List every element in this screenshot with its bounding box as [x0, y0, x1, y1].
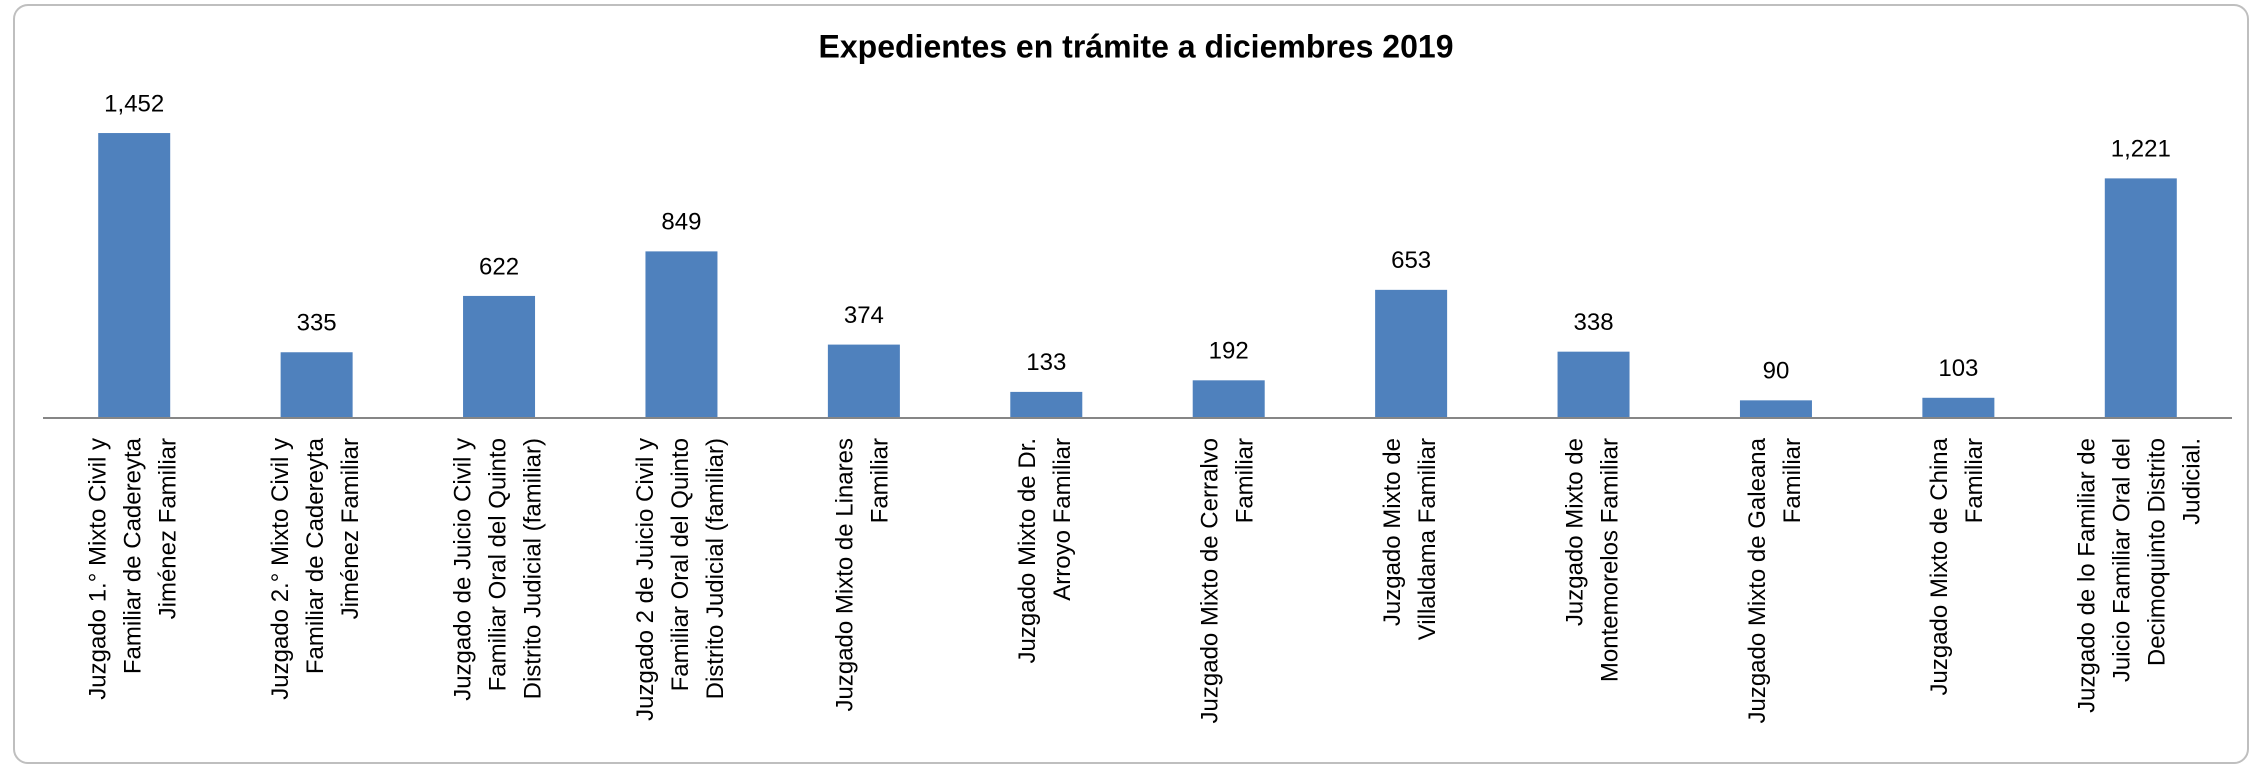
x-tick-label: Juzgado Mixto de Villaldama Familiar	[1379, 438, 1441, 640]
x-tick-label-line: Juicio Familiar Oral del	[2109, 438, 2136, 682]
x-tick-label-line: Juzgado Mixto de China	[1926, 437, 1953, 695]
x-tick-label: Juzgado Mixto de Dr. Arroyo Familiar	[1014, 438, 1076, 663]
x-tick-label: Juzgado Mixto de China Familiar	[1926, 437, 1988, 695]
x-tick-label-line: Juzgado Mixto de	[1561, 438, 1588, 626]
x-tick-label: Juzgado Mixto de Cerralvo Familiar	[1197, 438, 1259, 723]
x-tick-label-line: Juzgado Mixto de	[1379, 438, 1406, 626]
data-label: 653	[1391, 247, 1431, 274]
bar	[1010, 391, 1083, 418]
bar	[1375, 289, 1448, 418]
chart-title: Expedientes en trámite a diciembres 2019	[819, 28, 1454, 64]
data-label: 133	[1026, 349, 1066, 376]
x-tick-label-line: Familiar de Cadereyta	[302, 437, 329, 674]
data-label: 1,221	[2111, 136, 2171, 163]
data-label: 90	[1763, 358, 1790, 385]
data-label: 1,452	[104, 90, 164, 117]
x-tick-label: Juzgado 2.° Mixto Civil y Familiar de Cad…	[267, 437, 364, 699]
x-tick-label: Juzgado 1.° Mixto Civil y Familiar de Cad…	[85, 437, 182, 699]
x-tick-label-line: Juzgado 1.° Mixto Civil y	[85, 438, 112, 700]
bar	[98, 133, 171, 419]
x-tick-label-line: Familiar de Cadereyta	[120, 437, 147, 674]
bar	[1739, 400, 1812, 418]
x-tick-label-line: Juzgado de lo Familiar de	[2074, 438, 2101, 713]
bar	[827, 344, 900, 418]
bar	[645, 251, 718, 418]
x-tick-label-line: Jiménez Familiar	[337, 438, 364, 619]
x-tick-label: Juzgado Mixto de Montemorelos Familiar	[1561, 438, 1623, 682]
x-tick-label-line: Familiar	[1961, 438, 1988, 523]
data-label: 192	[1209, 338, 1249, 365]
x-tick-label: Juzgado de lo Familiar de Juicio Familiar…	[2074, 438, 2206, 713]
x-tick-label-line: Familiar Oral del Quinto	[484, 438, 511, 691]
data-label: 338	[1574, 309, 1614, 336]
x-tick-label-line: Juzgado 2 de Juicio Civil y	[632, 438, 659, 721]
data-label: 103	[1938, 355, 1978, 382]
data-label: 849	[661, 209, 701, 236]
x-tick-label-line: Familiar	[867, 438, 894, 523]
x-tick-label-line: Arroyo Familiar	[1049, 438, 1076, 601]
x-tick-label-line: Juzgado Mixto de Cerralvo	[1197, 438, 1224, 723]
bar	[280, 352, 353, 418]
bar	[1192, 380, 1265, 418]
bar	[463, 295, 536, 418]
x-tick-label-line: Distrito Judicial (familiar)	[702, 438, 729, 699]
x-tick-label: Juzgado Mixto de Galeana Familiar	[1744, 437, 1806, 723]
x-tick-label-line: Familiar	[1779, 438, 1806, 523]
bar	[1922, 397, 1995, 418]
x-tick-label: Juzgado de Juicio Civil y Familiar Oral d…	[449, 438, 546, 701]
x-tick-label-line: Juzgado 2.° Mixto Civil y	[267, 438, 294, 700]
x-tick-label-line: Jiménez Familiar	[155, 438, 182, 619]
x-tick-label-line: Juzgado Mixto de Galeana	[1744, 437, 1771, 723]
x-tick-label: Juzgado 2 de Juicio Civil y Familiar Oral…	[632, 438, 729, 721]
x-tick-label: Juzgado Mixto de Linares Familiar	[832, 438, 894, 712]
x-tick-label-line: Distrito Judicial (familiar)	[519, 438, 546, 699]
bar	[2104, 178, 2177, 418]
x-tick-label-line: Familiar Oral del Quinto	[667, 438, 694, 691]
data-label: 622	[479, 253, 519, 280]
bar	[1557, 351, 1630, 418]
chart-border	[13, 4, 2249, 764]
x-tick-label-line: Juzgado de Juicio Civil y	[449, 438, 476, 701]
x-tick-label-line: Juzgado Mixto de Dr.	[1014, 438, 1041, 663]
x-tick-label-line: Familiar	[1232, 438, 1259, 523]
x-tick-label-line: Decimoquinto Distrito	[2144, 438, 2171, 666]
data-label: 335	[297, 310, 337, 337]
data-label: 374	[844, 302, 884, 329]
x-tick-label-line: Villaldama Familiar	[1414, 438, 1441, 640]
x-tick-label-line: Juzgado Mixto de Linares	[832, 438, 859, 712]
x-tick-label-line: Judicial.	[2179, 438, 2206, 525]
x-tick-label-line: Montemorelos Familiar	[1596, 438, 1623, 682]
